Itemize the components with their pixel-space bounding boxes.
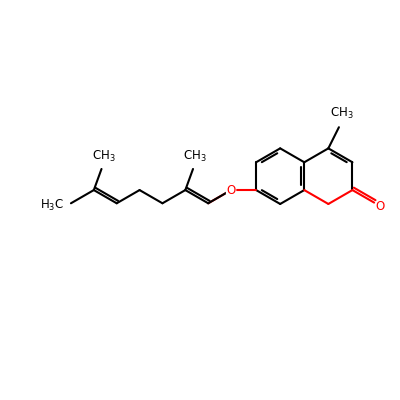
Text: CH$_3$: CH$_3$	[330, 106, 354, 121]
Text: CH$_3$: CH$_3$	[183, 149, 207, 164]
Text: H$_3$C: H$_3$C	[40, 198, 64, 213]
Text: O: O	[376, 200, 385, 212]
Text: CH$_3$: CH$_3$	[92, 149, 115, 164]
Text: O: O	[226, 184, 236, 196]
